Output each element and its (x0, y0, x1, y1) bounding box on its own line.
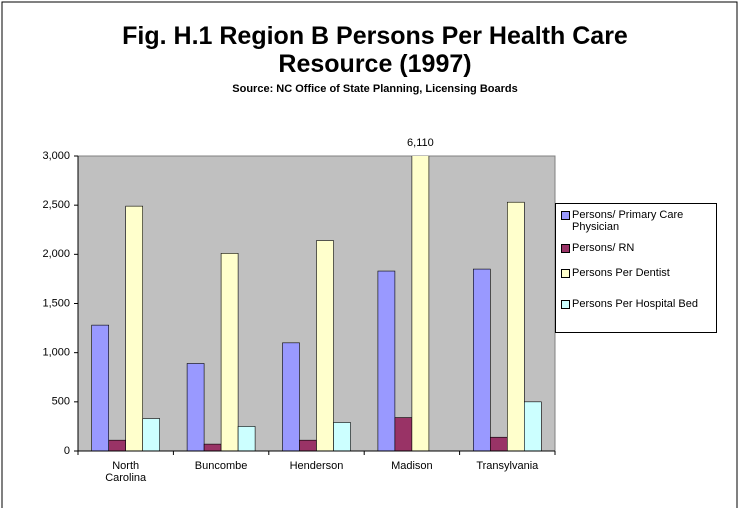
x-tick-label: North Carolina (105, 460, 147, 484)
y-tick-label: 2,000 (42, 248, 70, 260)
y-tick-label: 3,000 (42, 150, 70, 162)
bar (186, 363, 205, 451)
bar (125, 205, 143, 451)
bars (91, 156, 542, 451)
bar (472, 268, 491, 451)
bar (282, 342, 300, 451)
bar (108, 439, 126, 451)
y-tick-label: 1,000 (42, 347, 70, 359)
legend-swatch (561, 244, 570, 253)
bar (394, 417, 413, 451)
bar (237, 426, 256, 451)
y-tick-label: 0 (64, 445, 70, 457)
legend-label: Persons/ RN (572, 242, 635, 254)
y-tick-label: 2,500 (42, 199, 70, 211)
legend-label: Persons/ Primary Care Physician (572, 209, 684, 233)
data-label: 6,110 (407, 137, 434, 149)
bar (333, 422, 351, 451)
bar (299, 439, 317, 451)
x-tick-label: Madison (391, 460, 433, 472)
legend-swatch (561, 300, 570, 309)
chart-frame (1, 1, 738, 508)
legend-label: Persons Per Hospital Bed (572, 298, 698, 310)
bar (142, 418, 160, 451)
bar (377, 270, 396, 451)
legend-swatch (561, 211, 570, 220)
legend-label: Persons Per Dentist (572, 267, 670, 279)
chart-title: Fig. H.1 Region B Persons Per Health Car… (122, 22, 628, 78)
bar (91, 324, 109, 451)
bar (220, 253, 239, 451)
bar (316, 240, 334, 451)
bar (506, 201, 525, 451)
x-tick-label: Henderson (289, 460, 344, 472)
x-tick-label: Buncombe (194, 460, 248, 472)
bar (523, 401, 542, 451)
bar (203, 443, 222, 451)
legend: Persons/ Primary Care Physician Persons/ … (555, 203, 717, 333)
x-tick-label: Transylvania (476, 460, 539, 472)
bar (489, 436, 508, 451)
y-tick-label: 500 (52, 396, 70, 408)
legend-swatch (561, 269, 570, 278)
y-tick-label: 1,500 (42, 297, 70, 309)
chart-subtitle: Source: NC Office of State Planning, Lic… (232, 83, 518, 95)
